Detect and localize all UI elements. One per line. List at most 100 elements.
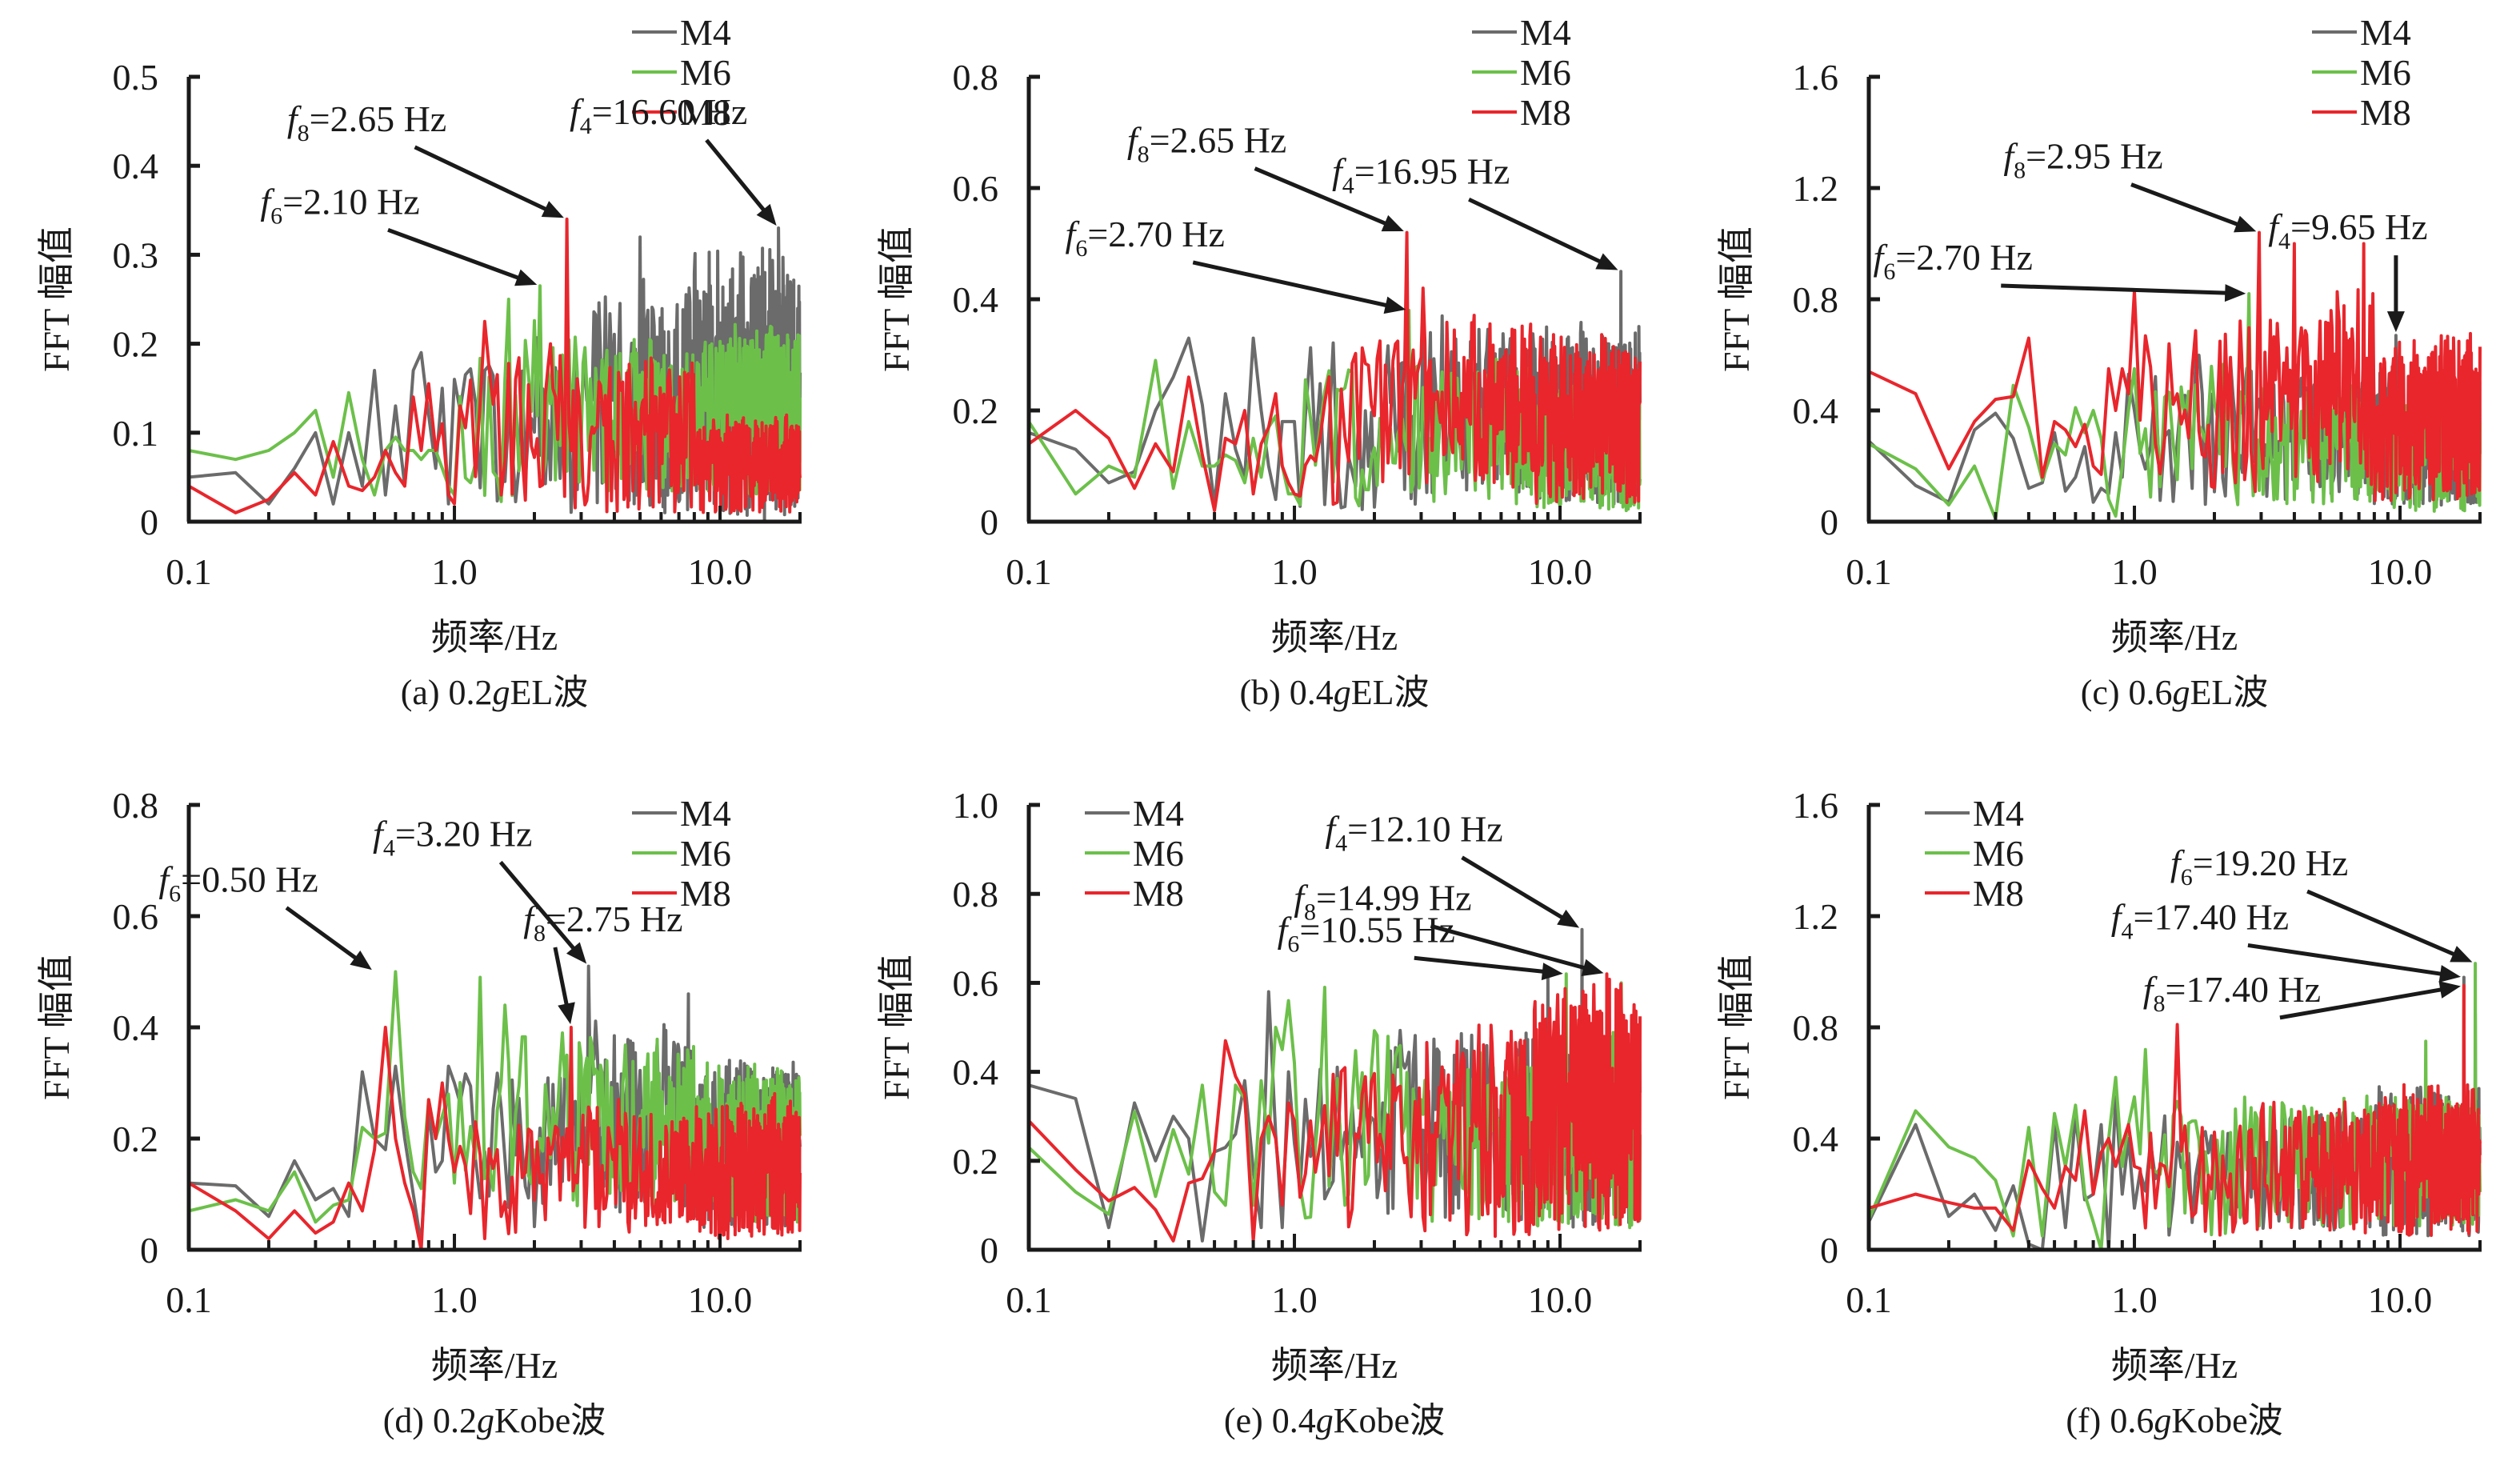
annotation-arrow-shaft bbox=[387, 227, 525, 282]
x-axis-title: 频率/Hz bbox=[431, 1345, 558, 1386]
x-tick-label: 0.1 bbox=[166, 1279, 212, 1320]
annotation-label: f4=9.65 Hz bbox=[2268, 206, 2427, 254]
series-line-m8 bbox=[189, 1026, 802, 1251]
y-tick-label: 0 bbox=[140, 1230, 158, 1271]
x-tick-label: 1.0 bbox=[2111, 551, 2158, 592]
annotation-arrow-head bbox=[566, 942, 587, 964]
x-tick-label: 1.0 bbox=[431, 551, 478, 592]
peak-annotation-f6: f6=19.20 Hz bbox=[2170, 843, 2473, 963]
y-tick-label: 0.8 bbox=[953, 874, 999, 915]
chart-svg-b: 0 0.2 0.4 0.6 0.8 0.1 1.0 10.0 频率/Hz FFT 幅值 (b) 0.… bbox=[876, 12, 1642, 712]
chart-svg-c: 0 0.4 0.8 1.2 1.6 0.1 1.0 10.0 频率/Hz FFT 幅值 (c) 0.… bbox=[1716, 12, 2482, 712]
peak-annotation-f4: f4=16.95 Hz bbox=[1332, 150, 1618, 270]
series-group bbox=[1869, 230, 2482, 521]
chart-panel-f: 0 0.4 0.8 1.2 1.6 0.1 1.0 10.0 频率/Hz FFT 幅值 (f) 0.… bbox=[1680, 728, 2520, 1456]
chart-svg-e: 0 0.2 0.4 0.6 0.8 1.0 0.1 1.0 10.0 频率/Hz FFT 幅值 (e)… bbox=[876, 785, 1642, 1440]
annotation-arrow-shaft bbox=[498, 860, 579, 955]
legend-label-m4: M4 bbox=[1973, 793, 2024, 834]
y-tick-label: 0 bbox=[140, 502, 158, 542]
legend-label-m6: M6 bbox=[1520, 52, 1571, 93]
panel-caption: (f) 0.6gKobe波 bbox=[2066, 1401, 2282, 1440]
annotation-arrow-head bbox=[2438, 965, 2461, 983]
annotation-arrow-shaft bbox=[1192, 260, 1393, 309]
x-axis-title: 频率/Hz bbox=[2111, 617, 2238, 658]
peak-annotation-f4: f4=9.65 Hz bbox=[2268, 206, 2428, 333]
x-tick-label: 10.0 bbox=[1528, 551, 1593, 592]
annotation-arrow-shaft bbox=[2279, 987, 2447, 1020]
chart-panel-e: 0 0.2 0.4 0.6 0.8 1.0 0.1 1.0 10.0 频率/Hz FFT 幅值 (e)… bbox=[840, 728, 1680, 1456]
annotation-label: f8=2.65 Hz bbox=[287, 98, 446, 146]
series-line-m8 bbox=[1029, 230, 1642, 513]
annotation-arrow-shaft bbox=[414, 145, 552, 214]
y-tick-label: 0 bbox=[980, 1230, 998, 1271]
legend-label-m6: M6 bbox=[680, 833, 731, 874]
annotation-arrow-head bbox=[514, 269, 538, 286]
y-tick-label: 1.6 bbox=[1793, 57, 1839, 98]
annotation-arrow-head bbox=[2234, 215, 2257, 233]
y-tick-label: 0.2 bbox=[113, 1119, 159, 1159]
x-axis-title: 频率/Hz bbox=[431, 617, 558, 658]
y-tick-label: 0.8 bbox=[953, 57, 999, 98]
legend-label-m6: M6 bbox=[2360, 52, 2411, 93]
panel-caption: (a) 0.2gEL波 bbox=[401, 673, 589, 712]
series-line-m8 bbox=[1029, 972, 1642, 1243]
annotation-label: f8=2.65 Hz bbox=[1127, 120, 1286, 168]
chart-panel-d: 0 0.2 0.4 0.6 0.8 0.1 1.0 10.0 频率/Hz FFT 幅值 (d) 0.… bbox=[0, 728, 840, 1456]
y-tick-label: 0.8 bbox=[113, 785, 159, 826]
panel-caption: (c) 0.6gEL波 bbox=[2081, 673, 2269, 712]
x-tick-label: 1.0 bbox=[2111, 1279, 2158, 1320]
y-tick-label: 0.4 bbox=[113, 1007, 159, 1048]
x-tick-label: 10.0 bbox=[688, 551, 753, 592]
y-tick-label: 0.4 bbox=[113, 146, 159, 186]
annotation-label: f4=16.60 Hz bbox=[570, 91, 747, 139]
y-tick-label: 0 bbox=[980, 502, 998, 542]
series-group bbox=[1029, 927, 1642, 1243]
peak-annotation-f4: f4=3.20 Hz bbox=[373, 814, 587, 964]
x-tick-label: 0.1 bbox=[1006, 551, 1052, 592]
y-tick-label: 0.4 bbox=[1793, 1119, 1839, 1159]
annotation-arrow-shaft bbox=[1468, 197, 1606, 266]
y-tick-label: 0.6 bbox=[953, 168, 999, 209]
y-tick-label: 0.6 bbox=[113, 896, 159, 937]
peak-annotation-f8: f8=2.75 Hz bbox=[523, 899, 683, 1025]
x-tick-label: 0.1 bbox=[166, 551, 212, 592]
annotation-label: f6=2.70 Hz bbox=[1874, 237, 2033, 285]
annotation-arrow-head bbox=[1581, 959, 1604, 976]
panel-caption: (e) 0.4gKobe波 bbox=[1224, 1401, 1445, 1440]
y-tick-label: 1.0 bbox=[953, 785, 999, 826]
annotation-arrow-head bbox=[1541, 963, 1563, 981]
annotation-label: f4=12.10 Hz bbox=[1325, 809, 1502, 857]
annotation-label: f6=10.55 Hz bbox=[1278, 909, 1455, 957]
peak-annotation-f6: f6=10.55 Hz bbox=[1278, 909, 1563, 981]
chart-svg-f: 0 0.4 0.8 1.2 1.6 0.1 1.0 10.0 频率/Hz FFT 幅值 (f) 0.… bbox=[1716, 785, 2482, 1440]
x-axis-title: 频率/Hz bbox=[1271, 617, 1398, 658]
annotation-arrow-head bbox=[2386, 311, 2405, 333]
y-tick-label: 0.4 bbox=[953, 1052, 999, 1093]
panel-caption: (b) 0.4gEL波 bbox=[1239, 673, 1429, 712]
legend-label-m4: M4 bbox=[680, 12, 731, 53]
x-axis-title: 频率/Hz bbox=[2111, 1345, 2238, 1386]
y-tick-label: 1.6 bbox=[1793, 785, 1839, 826]
series-group bbox=[1869, 962, 2482, 1251]
series-line-m8 bbox=[1869, 983, 2482, 1237]
x-tick-label: 0.1 bbox=[1006, 1279, 1052, 1320]
y-axis-title: FFT 幅值 bbox=[876, 955, 917, 1100]
legend-label-m4: M4 bbox=[680, 793, 731, 834]
annotation-arrow-head bbox=[756, 203, 777, 226]
annotation-label: f6=0.50 Hz bbox=[158, 859, 318, 907]
y-tick-label: 0.2 bbox=[953, 390, 999, 431]
chart-svg-d: 0 0.2 0.4 0.6 0.8 0.1 1.0 10.0 频率/Hz FFT 幅值 (d) 0.… bbox=[36, 785, 802, 1440]
series-line-m8 bbox=[1869, 230, 2482, 502]
legend-label-m8: M8 bbox=[1133, 873, 1184, 914]
y-tick-label: 0.8 bbox=[1793, 1007, 1839, 1048]
y-axis-title: FFT 幅值 bbox=[1716, 955, 1757, 1100]
y-axis-title: FFT 幅值 bbox=[36, 955, 77, 1100]
peak-annotation-f8: f8=2.95 Hz bbox=[2003, 136, 2257, 233]
y-axis-title: FFT 幅值 bbox=[1716, 226, 1757, 372]
y-tick-label: 0.3 bbox=[113, 234, 159, 275]
